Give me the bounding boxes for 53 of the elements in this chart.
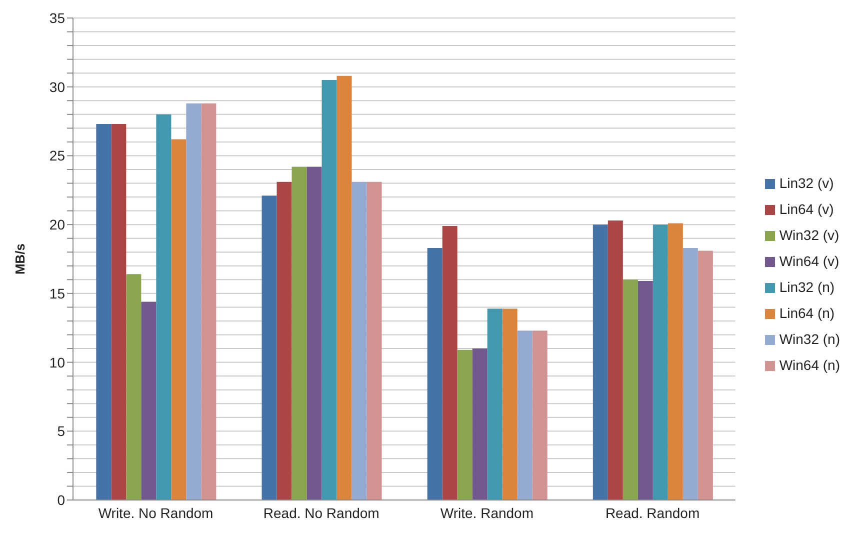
bar [442, 226, 458, 500]
bar [141, 302, 156, 500]
bar [171, 139, 186, 500]
bar [472, 348, 488, 500]
legend-label: Win32 (v) [779, 227, 840, 243]
bar [652, 224, 668, 500]
y-tick-label: 15 [49, 285, 66, 302]
bar [592, 224, 608, 500]
bar [306, 166, 322, 500]
bar [336, 76, 352, 500]
legend-label: Lin64 (v) [779, 201, 834, 217]
bar [111, 124, 126, 500]
bar [698, 250, 713, 500]
bar [186, 103, 202, 500]
bar [608, 220, 623, 500]
y-axis-title: MB/s [12, 243, 28, 275]
y-tick-label: 10 [49, 354, 66, 370]
bar [502, 308, 518, 500]
bar [156, 114, 172, 500]
x-tick-label: Write. No Random [98, 504, 214, 521]
bar [262, 196, 277, 500]
bar [276, 182, 292, 500]
x-tick-label: Read. Random [605, 504, 700, 521]
y-tick-label: 5 [57, 423, 66, 440]
x-tick-label: Read. No Random [263, 504, 380, 521]
y-tick-label: 30 [49, 78, 66, 95]
bar [201, 103, 216, 500]
legend-label: Win32 (n) [779, 331, 840, 347]
bar [487, 308, 502, 500]
bar [668, 223, 683, 500]
bar [457, 350, 472, 500]
bar [292, 166, 307, 500]
bar [96, 124, 112, 500]
legend-label: Lin32 (n) [779, 279, 835, 295]
bar [322, 80, 337, 500]
bar [517, 330, 532, 500]
legend-label: Win64 (n) [779, 357, 840, 373]
bar [622, 280, 638, 500]
legend-label: Win64 (v) [779, 253, 840, 269]
bar [366, 182, 382, 500]
legend-label: Lin64 (n) [779, 305, 835, 321]
y-tick-label: 35 [49, 10, 66, 26]
bar [126, 274, 142, 500]
bar [532, 330, 548, 500]
y-tick-label: 20 [49, 216, 66, 233]
bar [682, 248, 698, 500]
bar [638, 281, 653, 500]
y-tick-label: 0 [57, 492, 66, 508]
legend-label: Lin32 (v) [779, 175, 834, 191]
y-tick-label: 25 [49, 148, 66, 164]
bar [352, 182, 367, 500]
x-tick-label: Write. Random [440, 504, 534, 521]
bar [427, 248, 442, 500]
